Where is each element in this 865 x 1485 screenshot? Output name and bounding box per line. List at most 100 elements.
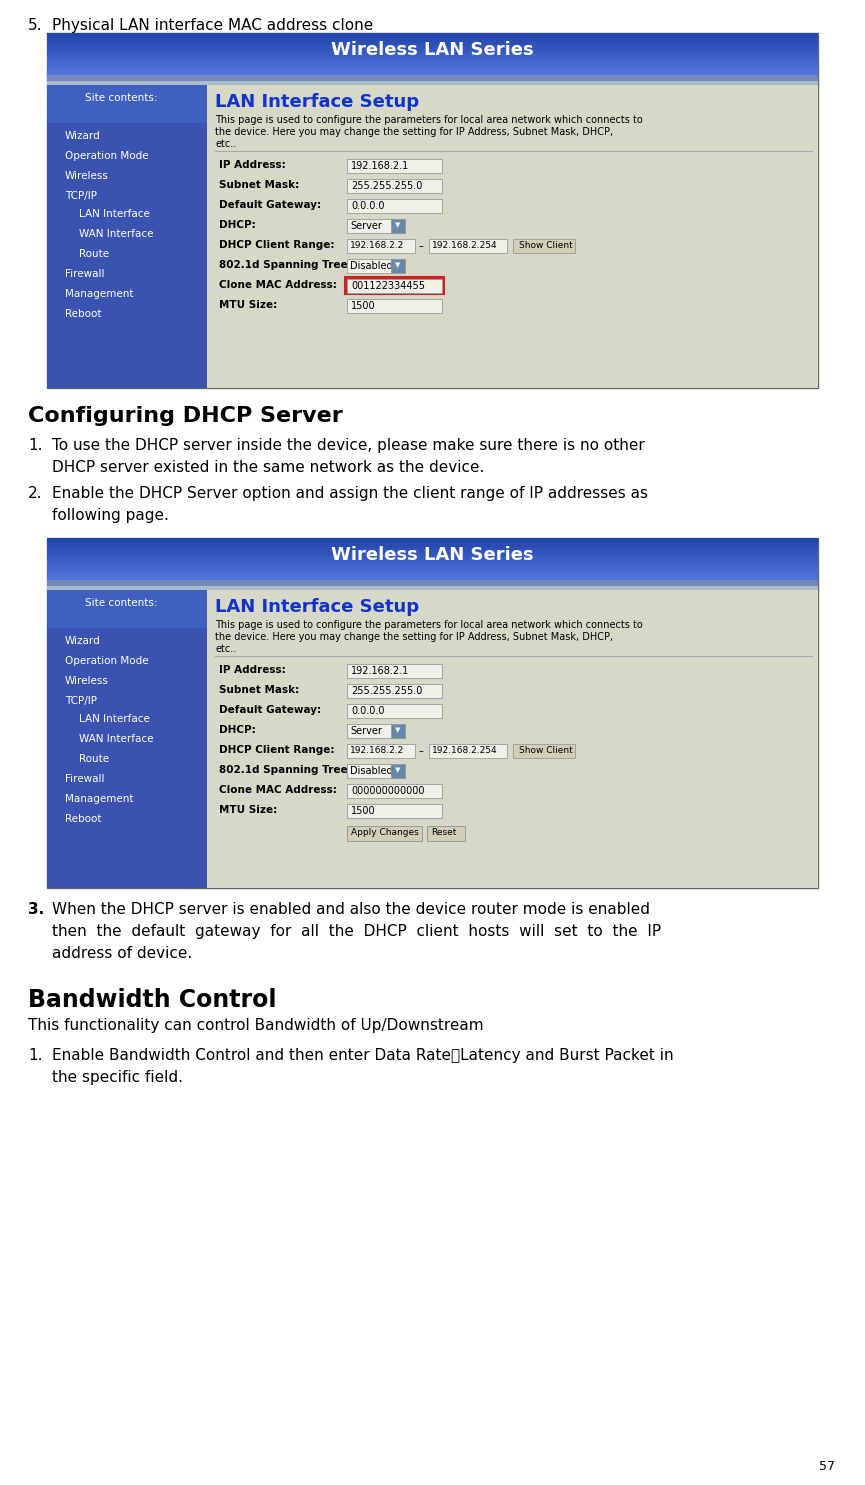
Text: the device. Here you may change the setting for IP Address, Subnet Mask, DHCP,: the device. Here you may change the sett…: [215, 633, 613, 642]
Bar: [347, 685, 442, 698]
Text: address of device.: address of device.: [52, 946, 192, 961]
Text: Physical LAN interface MAC address clone: Physical LAN interface MAC address clone: [52, 18, 374, 33]
Text: LAN Interface: LAN Interface: [79, 209, 150, 218]
Bar: [347, 279, 442, 293]
Text: Reset: Reset: [431, 829, 457, 838]
Text: 192.168.2.2: 192.168.2.2: [350, 241, 404, 249]
Bar: [347, 784, 442, 797]
Text: Wireless LAN Series: Wireless LAN Series: [330, 42, 534, 59]
Text: LAN Interface: LAN Interface: [79, 714, 150, 725]
Bar: [47, 590, 818, 888]
Text: Wireless LAN Series: Wireless LAN Series: [330, 546, 534, 564]
Text: Firewall: Firewall: [65, 269, 105, 279]
Text: Route: Route: [79, 754, 109, 763]
Text: ▼: ▼: [395, 261, 400, 267]
Text: 1500: 1500: [351, 806, 375, 815]
Text: –: –: [419, 745, 424, 756]
Text: Management: Management: [65, 794, 133, 803]
Text: Server: Server: [350, 726, 381, 737]
Text: ▼: ▼: [395, 766, 400, 774]
Text: 802.1d Spanning Tree:: 802.1d Spanning Tree:: [219, 765, 352, 775]
Bar: [47, 581, 818, 587]
Text: LAN Interface Setup: LAN Interface Setup: [215, 598, 420, 616]
Bar: [391, 218, 405, 233]
Text: IP Address:: IP Address:: [219, 665, 285, 676]
Text: Management: Management: [65, 290, 133, 298]
Text: MTU Size:: MTU Size:: [219, 805, 278, 815]
Text: 1.: 1.: [28, 1048, 42, 1063]
Text: the specific field.: the specific field.: [52, 1071, 183, 1086]
Bar: [347, 199, 442, 212]
Text: 802.1d Spanning Tree:: 802.1d Spanning Tree:: [219, 260, 352, 270]
Text: Wireless: Wireless: [65, 676, 109, 686]
Bar: [347, 159, 442, 172]
Text: Route: Route: [79, 249, 109, 258]
Text: Default Gateway:: Default Gateway:: [219, 705, 321, 714]
Text: DHCP:: DHCP:: [219, 220, 256, 230]
Bar: [47, 590, 207, 628]
Bar: [345, 278, 444, 294]
Text: TCP/IP: TCP/IP: [65, 192, 97, 200]
Bar: [347, 180, 442, 193]
Bar: [427, 826, 465, 841]
Bar: [513, 239, 575, 252]
Text: 3.: 3.: [28, 901, 44, 918]
Text: 192.168.2.2: 192.168.2.2: [350, 745, 404, 754]
Text: Site contents:: Site contents:: [85, 94, 157, 102]
Text: 255.255.255.0: 255.255.255.0: [351, 686, 422, 696]
Text: etc..: etc..: [215, 644, 236, 653]
Bar: [347, 803, 442, 818]
Text: ▼: ▼: [395, 221, 400, 229]
Text: WAN Interface: WAN Interface: [79, 229, 153, 239]
Text: DHCP Client Range:: DHCP Client Range:: [219, 241, 335, 249]
Bar: [47, 590, 207, 888]
Text: Reboot: Reboot: [65, 309, 101, 319]
Text: Enable the DHCP Server option and assign the client range of IP addresses as: Enable the DHCP Server option and assign…: [52, 486, 648, 500]
Bar: [429, 239, 507, 252]
Text: To use the DHCP server inside the device, please make sure there is no other: To use the DHCP server inside the device…: [52, 438, 644, 453]
Text: –: –: [419, 241, 424, 251]
Text: 255.255.255.0: 255.255.255.0: [351, 181, 422, 192]
Text: WAN Interface: WAN Interface: [79, 734, 153, 744]
Text: 192.168.2.1: 192.168.2.1: [351, 160, 409, 171]
Text: 0.0.0.0: 0.0.0.0: [351, 705, 385, 716]
Bar: [391, 258, 405, 273]
Text: Apply Changes: Apply Changes: [351, 829, 419, 838]
Bar: [47, 587, 818, 590]
Bar: [47, 33, 818, 388]
Text: 000000000000: 000000000000: [351, 786, 425, 796]
Text: 5.: 5.: [28, 18, 42, 33]
Text: 192.168.2.254: 192.168.2.254: [432, 745, 497, 754]
Text: 001122334455: 001122334455: [351, 281, 425, 291]
Bar: [47, 76, 818, 82]
Bar: [347, 744, 415, 757]
Text: This functionality can control Bandwidth of Up/Downstream: This functionality can control Bandwidth…: [28, 1019, 484, 1034]
Text: DHCP server existed in the same network as the device.: DHCP server existed in the same network …: [52, 460, 484, 475]
Bar: [347, 704, 442, 719]
Bar: [347, 239, 415, 252]
Text: MTU Size:: MTU Size:: [219, 300, 278, 310]
Text: 0.0.0.0: 0.0.0.0: [351, 200, 385, 211]
Text: Subnet Mask:: Subnet Mask:: [219, 180, 299, 190]
Bar: [347, 298, 442, 313]
Text: Show Client: Show Client: [519, 745, 573, 754]
Bar: [391, 725, 405, 738]
Text: LAN Interface Setup: LAN Interface Setup: [215, 94, 420, 111]
Bar: [347, 763, 405, 778]
Text: Bandwidth Control: Bandwidth Control: [28, 988, 277, 1011]
Text: the device. Here you may change the setting for IP Address, Subnet Mask, DHCP,: the device. Here you may change the sett…: [215, 128, 613, 137]
Bar: [513, 744, 575, 757]
Bar: [347, 826, 422, 841]
Text: 57: 57: [819, 1460, 835, 1473]
Text: When the DHCP server is enabled and also the device router mode is enabled: When the DHCP server is enabled and also…: [52, 901, 650, 918]
Bar: [347, 725, 405, 738]
Text: Firewall: Firewall: [65, 774, 105, 784]
Text: Reboot: Reboot: [65, 814, 101, 824]
Text: TCP/IP: TCP/IP: [65, 696, 97, 705]
Text: Enable Bandwidth Control and then enter Data Rate、Latency and Burst Packet in: Enable Bandwidth Control and then enter …: [52, 1048, 674, 1063]
Bar: [47, 85, 207, 388]
Text: ▼: ▼: [395, 728, 400, 734]
Bar: [47, 85, 818, 388]
Text: Clone MAC Address:: Clone MAC Address:: [219, 786, 336, 794]
Text: Clone MAC Address:: Clone MAC Address:: [219, 281, 336, 290]
